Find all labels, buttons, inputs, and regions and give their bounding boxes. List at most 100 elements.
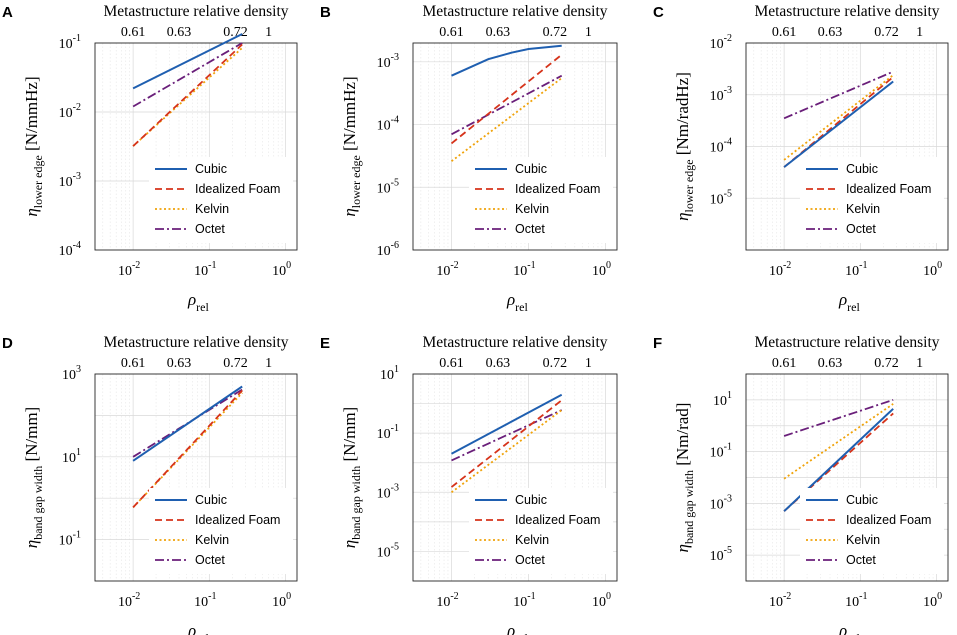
y-tick-label-base: 10 <box>62 451 76 466</box>
series-line-cubic <box>132 385 243 462</box>
x-tick-label-base: 10 <box>272 595 286 610</box>
top-axis-tick-label: 1 <box>916 356 923 371</box>
x-tick-label: 100 <box>923 260 942 279</box>
top-axis-tick-label: 0.61 <box>772 25 797 40</box>
series-line-octet <box>783 70 894 120</box>
y-tick-label: 10-3 <box>710 85 732 104</box>
x-axis-label-subscript: rel <box>196 300 209 314</box>
plot-area-frame <box>412 373 618 582</box>
legend-label: Kelvin <box>515 533 549 547</box>
x-tick-label-base: 10 <box>272 264 286 279</box>
top-axis-tick-label: 0.63 <box>167 25 192 40</box>
x-axis-label: ρrel <box>838 290 860 314</box>
x-tick-label-exponent: 0 <box>286 591 291 602</box>
legend-label: Idealized Foam <box>515 182 600 196</box>
y-tick-label-exponent: -3 <box>724 85 732 96</box>
legend-label: Octet <box>846 222 876 236</box>
y-tick-label: 10-2 <box>59 102 81 121</box>
y-tick-label-exponent: 1 <box>727 390 732 401</box>
y-axis-symbol: η <box>673 544 692 552</box>
series-line-cubic <box>451 44 562 77</box>
y-axis-symbol: η <box>673 212 692 220</box>
y-tick-label: 10-5 <box>710 545 732 564</box>
top-axis-tick-label: 0.61 <box>121 25 146 40</box>
series-line-idealized-foam <box>132 43 243 147</box>
legend-label: Kelvin <box>195 533 229 547</box>
y-axis-unit: [N/mmHz] <box>340 76 359 155</box>
top-axis-tick-label: 0.63 <box>486 25 511 40</box>
y-tick-label-base: 10 <box>377 545 391 560</box>
y-axis-subscript: band gap width <box>682 470 696 544</box>
top-axis-tick-label: 0.63 <box>818 356 843 371</box>
x-axis-label-subscript: rel <box>515 631 528 635</box>
top-axis-title: Metastructure relative density <box>422 334 607 351</box>
top-axis-tick-label: 1 <box>585 356 592 371</box>
x-tick-label-exponent: -1 <box>527 591 535 602</box>
legend-label: Cubic <box>195 162 227 176</box>
y-axis-unit: [N/mm] <box>22 407 41 466</box>
y-axis-unit: [N/mm] <box>340 407 359 466</box>
x-tick-label-base: 10 <box>845 264 859 279</box>
y-tick-label-exponent: -5 <box>724 545 732 556</box>
x-tick-label-exponent: -2 <box>132 260 140 271</box>
series-line-kelvin <box>450 77 563 162</box>
y-axis-symbol: η <box>22 208 41 216</box>
x-tick-label-base: 10 <box>513 595 527 610</box>
legend-label: Octet <box>846 553 876 567</box>
y-tick-label: 10-2 <box>710 33 732 52</box>
series-line-kelvin <box>132 392 243 509</box>
x-tick-label-exponent: -1 <box>527 260 535 271</box>
y-tick-label-exponent: -1 <box>724 442 732 453</box>
y-tick-label-base: 10 <box>59 106 73 121</box>
x-tick-label-exponent: -1 <box>859 260 867 271</box>
y-tick-label-exponent: -1 <box>73 33 81 44</box>
legend-label: Cubic <box>195 493 227 507</box>
x-tick-label-base: 10 <box>592 264 606 279</box>
panel-F: F10-2 10-1 10010-510-310-1101Metastructure… <box>653 334 949 635</box>
x-axis-label: ρrel <box>187 290 209 314</box>
y-tick-label-base: 10 <box>377 427 391 442</box>
legend-label: Kelvin <box>846 533 880 547</box>
y-tick-label: 10-4 <box>710 137 732 156</box>
y-tick-label-base: 10 <box>59 244 73 259</box>
y-tick-label: 10-3 <box>377 52 399 71</box>
panel-E: E10-2 10-1 10010-510-310-1101Metastructure… <box>320 334 618 635</box>
y-tick-label: 10-3 <box>377 482 399 501</box>
y-tick-label-exponent: 3 <box>76 364 81 375</box>
x-tick-label: 10-1 <box>513 260 535 279</box>
x-tick-label-exponent: -1 <box>208 591 216 602</box>
panel-letter: D <box>2 335 13 352</box>
panel-letter: C <box>653 4 664 21</box>
panel-C: C10-2 10-1 10010-510-410-310-2Metastructur… <box>653 3 949 314</box>
plot-area-frame <box>94 373 298 582</box>
x-tick-label: 10-1 <box>845 591 867 610</box>
y-tick-label-exponent: -3 <box>391 52 399 63</box>
y-tick-label-exponent: -3 <box>391 482 399 493</box>
x-tick-label-base: 10 <box>923 264 937 279</box>
y-tick-label-base: 10 <box>377 486 391 501</box>
y-tick-label-base: 10 <box>710 497 724 512</box>
top-axis-title: Metastructure relative density <box>422 3 607 20</box>
y-tick-label-base: 10 <box>59 37 73 52</box>
y-tick-label-base: 10 <box>713 394 727 409</box>
x-tick-label: 10-1 <box>194 260 216 279</box>
top-axis-tick-label: 0.72 <box>874 25 899 40</box>
y-axis-subscript: lower edge <box>682 159 696 212</box>
x-axis-label: ρrel <box>506 621 528 635</box>
x-tick-label-exponent: 0 <box>606 260 611 271</box>
y-tick-label-exponent: 1 <box>394 364 399 375</box>
x-tick-label-exponent: -2 <box>132 591 140 602</box>
y-tick-label-base: 10 <box>380 368 394 383</box>
legend-label: Octet <box>515 222 545 236</box>
x-tick-label-base: 10 <box>194 264 208 279</box>
y-axis-unit: [N/mmHz] <box>22 76 41 155</box>
x-tick-label: 10-1 <box>513 591 535 610</box>
x-tick-label: 10-2 <box>436 260 458 279</box>
y-tick-label-base: 10 <box>62 368 76 383</box>
y-tick-label-base: 10 <box>710 446 724 461</box>
top-axis-tick-label: 0.63 <box>486 356 511 371</box>
y-tick-label-exponent: -6 <box>391 240 399 251</box>
x-tick-label-exponent: 0 <box>937 591 942 602</box>
x-axis-label: ρrel <box>187 621 209 635</box>
